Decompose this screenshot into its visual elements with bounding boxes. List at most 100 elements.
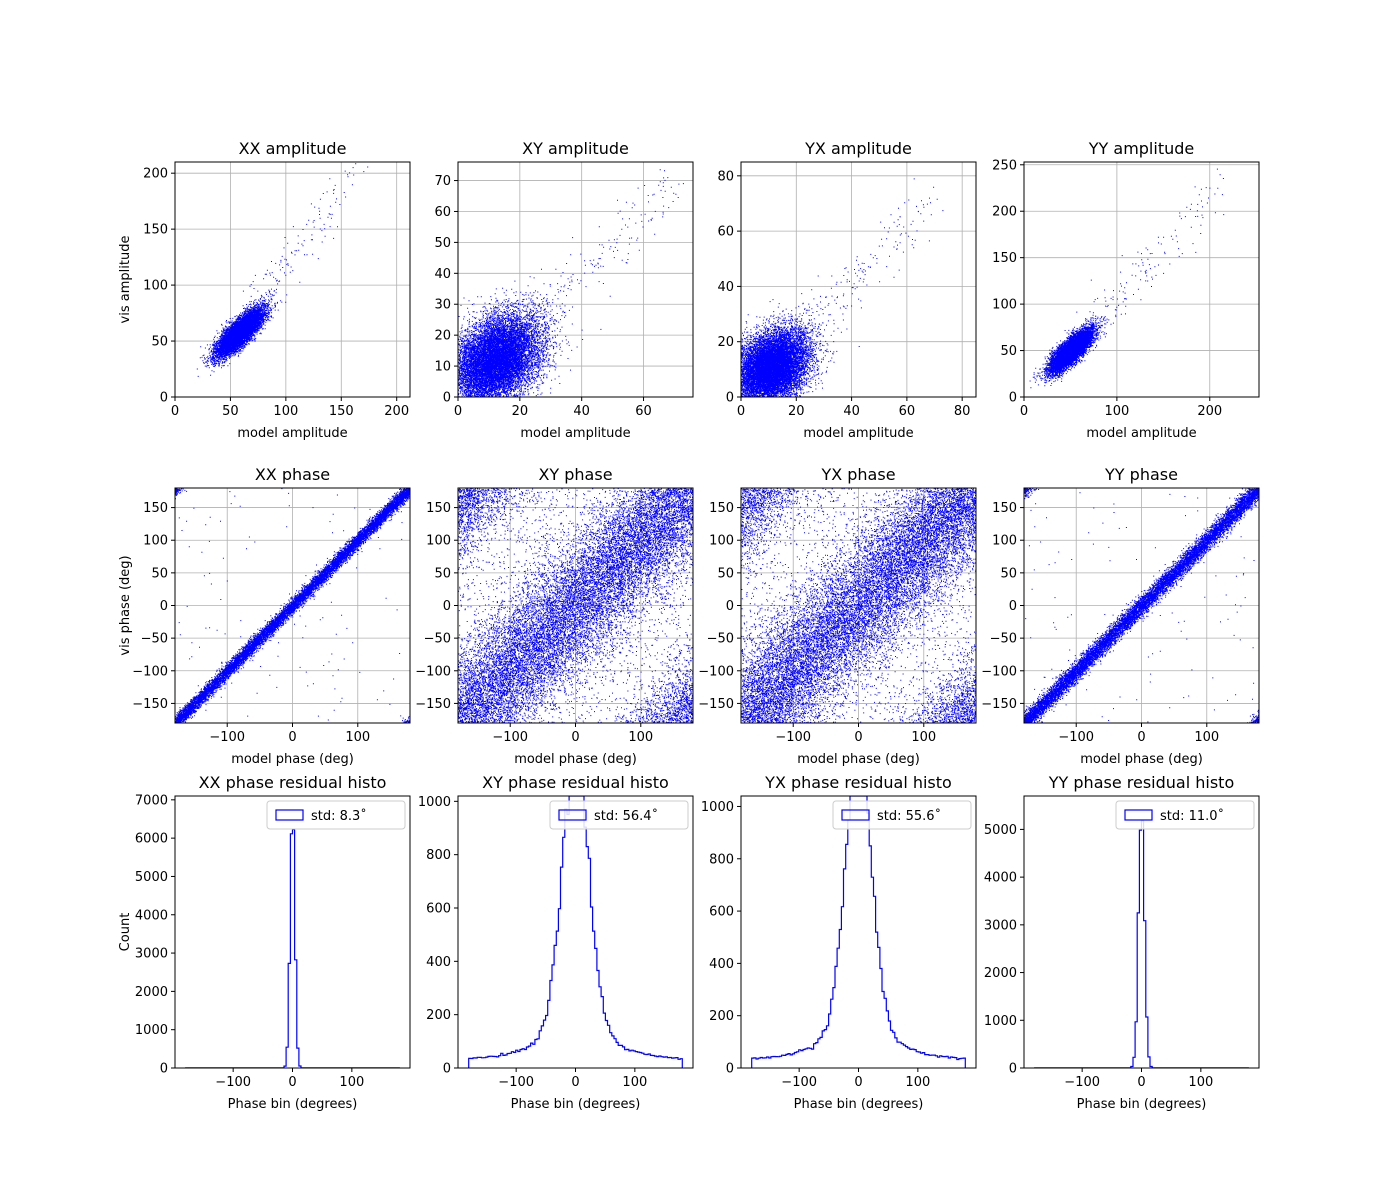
y-tick-label: 150 bbox=[992, 251, 1017, 266]
x-tick-label: 100 bbox=[905, 1075, 930, 1090]
x-tick-label: 40 bbox=[843, 404, 860, 419]
x-tick-label: 40 bbox=[573, 404, 590, 419]
x-tick-label: −100 bbox=[498, 1075, 534, 1090]
x-tick-label: 100 bbox=[911, 730, 936, 745]
y-tick-label: 4000 bbox=[135, 908, 168, 923]
x-tick-label: 50 bbox=[222, 404, 239, 419]
y-tick-label: −50 bbox=[990, 632, 1017, 647]
y-tick-label: 50 bbox=[717, 566, 734, 581]
y-tick-label: 400 bbox=[426, 955, 451, 970]
y-tick-label: 60 bbox=[717, 225, 734, 240]
y-tick-label: 6000 bbox=[135, 832, 168, 847]
y-tick-label: 3000 bbox=[984, 918, 1017, 933]
legend: std: 8.3˚ bbox=[267, 801, 405, 829]
chart-title: YX phase residual histo bbox=[764, 773, 952, 792]
y-tick-label: 50 bbox=[434, 236, 451, 251]
y-tick-label: 0 bbox=[443, 599, 451, 614]
x-axis-label: model amplitude bbox=[1086, 426, 1196, 441]
y-tick-label: 0 bbox=[1009, 391, 1017, 406]
x-axis-label: model amplitude bbox=[520, 426, 630, 441]
y-tick-label: −100 bbox=[981, 664, 1017, 679]
y-tick-label: 60 bbox=[434, 205, 451, 220]
x-tick-label: 200 bbox=[1197, 404, 1222, 419]
y-tick-label: 400 bbox=[709, 957, 734, 972]
x-tick-label: 20 bbox=[512, 404, 529, 419]
y-tick-label: 1000 bbox=[984, 1014, 1017, 1029]
x-tick-label: −100 bbox=[775, 730, 811, 745]
y-tick-label: 0 bbox=[160, 599, 168, 614]
y-tick-label: 150 bbox=[143, 223, 168, 238]
y-tick-label: 4000 bbox=[984, 871, 1017, 886]
y-tick-label: −100 bbox=[415, 664, 451, 679]
y-tick-label: 0 bbox=[726, 391, 734, 406]
y-tick-label: 600 bbox=[426, 902, 451, 917]
chart-title: YY phase residual histo bbox=[1048, 773, 1234, 792]
y-tick-label: 5000 bbox=[984, 823, 1017, 838]
x-tick-label: 100 bbox=[628, 730, 653, 745]
y-tick-label: 600 bbox=[709, 905, 734, 920]
y-tick-label: −50 bbox=[707, 632, 734, 647]
x-tick-label: 0 bbox=[1020, 404, 1028, 419]
y-tick-label: 1000 bbox=[418, 795, 451, 810]
x-tick-label: 100 bbox=[1194, 730, 1219, 745]
x-axis-label: model amplitude bbox=[803, 426, 913, 441]
y-tick-label: 50 bbox=[1000, 566, 1017, 581]
y-tick-label: 40 bbox=[434, 267, 451, 282]
x-axis-label: model amplitude bbox=[237, 426, 347, 441]
x-tick-label: −100 bbox=[215, 1075, 251, 1090]
y-tick-label: 7000 bbox=[135, 793, 168, 808]
legend-label: std: 55.6˚ bbox=[877, 808, 941, 824]
y-tick-label: 2000 bbox=[984, 966, 1017, 981]
x-tick-label: 0 bbox=[571, 730, 579, 745]
x-tick-label: 0 bbox=[854, 1075, 862, 1090]
chart-title: YX amplitude bbox=[804, 139, 912, 158]
y-tick-label: 100 bbox=[143, 534, 168, 549]
x-axis-label: model phase (deg) bbox=[797, 752, 920, 767]
legend: std: 56.4˚ bbox=[550, 801, 688, 829]
y-axis-label: vis amplitude bbox=[118, 236, 133, 324]
x-tick-label: 0 bbox=[171, 404, 179, 419]
y-tick-label: 100 bbox=[709, 534, 734, 549]
y-tick-label: 250 bbox=[992, 158, 1017, 173]
x-tick-label: 0 bbox=[854, 730, 862, 745]
x-tick-label: 0 bbox=[288, 730, 296, 745]
y-tick-label: 150 bbox=[992, 501, 1017, 516]
y-tick-label: −50 bbox=[424, 632, 451, 647]
x-axis-label: Phase bin (degrees) bbox=[794, 1097, 924, 1112]
y-tick-label: 1000 bbox=[701, 800, 734, 815]
y-tick-label: 80 bbox=[717, 169, 734, 184]
y-tick-label: 800 bbox=[709, 852, 734, 867]
y-tick-label: −50 bbox=[141, 632, 168, 647]
y-tick-label: 200 bbox=[709, 1009, 734, 1024]
chart-title: XX phase bbox=[255, 465, 330, 484]
x-axis-label: Phase bin (degrees) bbox=[1077, 1097, 1207, 1112]
y-tick-label: 70 bbox=[434, 174, 451, 189]
y-tick-label: −150 bbox=[132, 697, 168, 712]
x-tick-label: 0 bbox=[1137, 730, 1145, 745]
y-tick-label: −150 bbox=[981, 697, 1017, 712]
y-tick-label: −100 bbox=[132, 664, 168, 679]
y-tick-label: 100 bbox=[992, 298, 1017, 313]
y-tick-label: 0 bbox=[1009, 599, 1017, 614]
x-tick-label: 100 bbox=[339, 1075, 364, 1090]
y-tick-label: 20 bbox=[434, 329, 451, 344]
legend-label: std: 8.3˚ bbox=[311, 808, 367, 824]
y-tick-label: 100 bbox=[426, 534, 451, 549]
chart-title: XY phase bbox=[538, 465, 612, 484]
legend-label: std: 11.0˚ bbox=[1160, 808, 1224, 824]
legend-label: std: 56.4˚ bbox=[594, 808, 658, 824]
x-tick-label: 0 bbox=[571, 1075, 579, 1090]
chart-title: XY phase residual histo bbox=[482, 773, 669, 792]
chart-title: XX phase residual histo bbox=[199, 773, 387, 792]
x-tick-label: 200 bbox=[384, 404, 409, 419]
x-tick-label: −100 bbox=[209, 730, 245, 745]
y-tick-label: 50 bbox=[151, 335, 168, 350]
chart-title: YY amplitude bbox=[1088, 139, 1194, 158]
y-tick-label: −100 bbox=[698, 664, 734, 679]
x-tick-label: 0 bbox=[454, 404, 462, 419]
y-tick-label: 150 bbox=[143, 501, 168, 516]
y-tick-label: 0 bbox=[160, 391, 168, 406]
y-tick-label: 50 bbox=[434, 566, 451, 581]
y-tick-label: 800 bbox=[426, 848, 451, 863]
y-tick-label: 0 bbox=[1009, 1062, 1017, 1077]
